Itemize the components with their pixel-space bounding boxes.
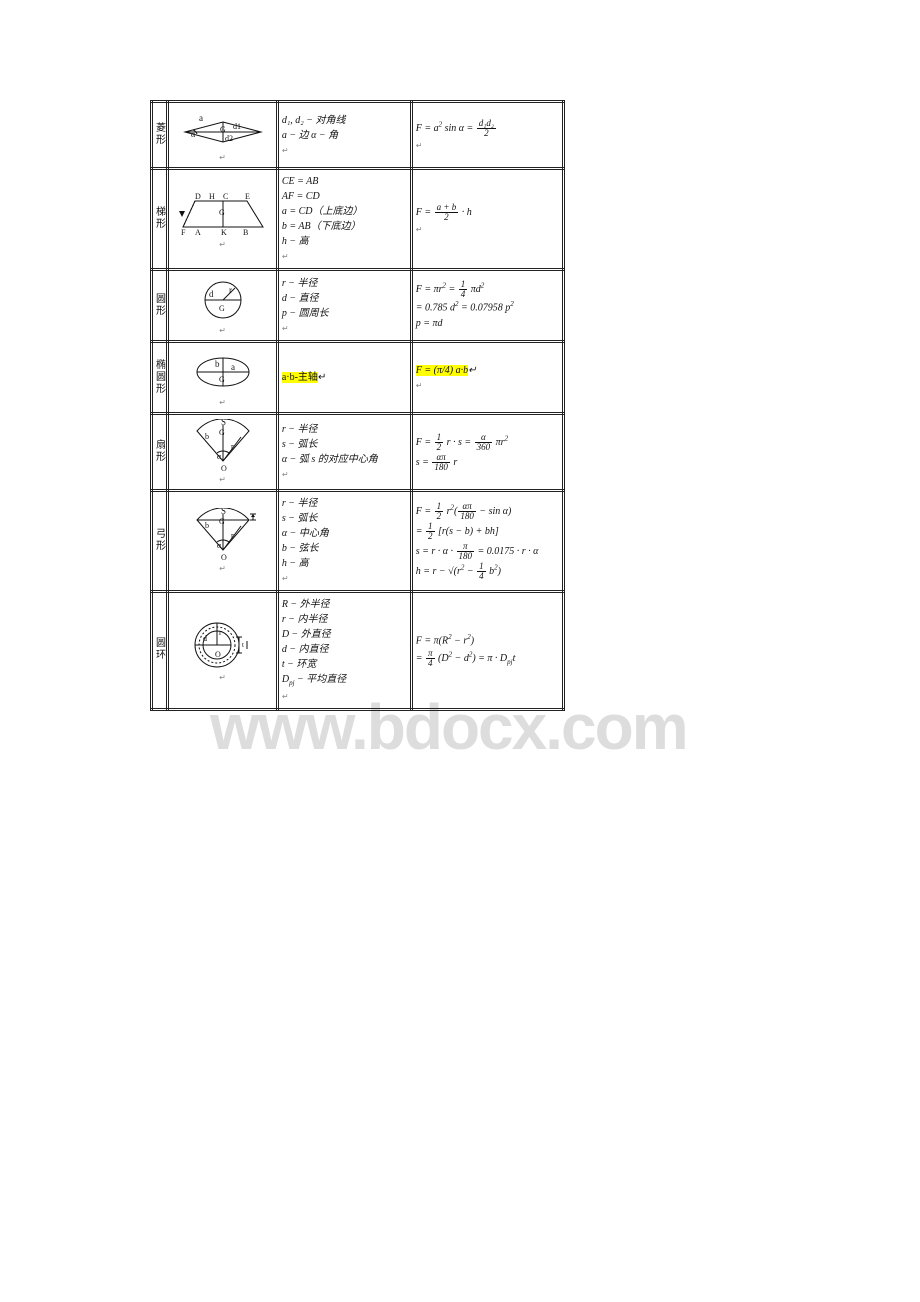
figure-svg: d r Ot [175, 617, 271, 672]
figure-svg: DHC E FA K B G [175, 189, 271, 239]
svg-text:r: r [219, 628, 222, 637]
shape-name: 梯形 [152, 169, 168, 270]
shape-name: 圆形 [152, 270, 168, 342]
shape-figure: drOt↵ [168, 592, 278, 710]
svg-text:t: t [242, 641, 244, 649]
svg-text:r: r [229, 285, 232, 295]
svg-text:b: b [205, 432, 209, 441]
shape-formula: F = πr2 = 14 πd2= 0.785 d2 = 0.07958 p2p… [411, 270, 563, 342]
svg-text:G: G [219, 428, 225, 437]
shape-description: r − 半径d − 直径p − 圆周长↵ [277, 270, 411, 342]
figure-svg: aGd1d2α [175, 107, 271, 152]
shape-name: 椭圆形 [152, 342, 168, 414]
figure-svg: d rG [175, 275, 271, 325]
svg-text:H: H [209, 192, 215, 201]
shape-description: CE = ABAF = CDa = CD（上底边）b = AB（下底边）h − … [277, 169, 411, 270]
svg-text:F: F [181, 228, 186, 237]
svg-text:a: a [231, 362, 235, 372]
svg-text:r: r [231, 442, 234, 451]
shape-description: R − 外半径r − 内半径D − 外直径d − 内直径t − 环宽Dpj − … [277, 592, 411, 710]
svg-text:S: S [221, 419, 226, 427]
shape-name: 扇形 [152, 414, 168, 491]
svg-text:d: d [203, 634, 207, 643]
svg-text:O: O [215, 650, 221, 659]
svg-text:G: G [220, 125, 226, 134]
table-row: 圆环drOt↵R − 外半径r − 内半径D − 外直径d − 内直径t − 环… [152, 592, 564, 710]
shape-figure: SbGrαO↵ [168, 414, 278, 491]
svg-text:G: G [219, 375, 225, 384]
table-row: 圆形drG↵r − 半径d − 直径p − 圆周长↵F = πr2 = 14 π… [152, 270, 564, 342]
svg-text:G: G [219, 517, 225, 526]
svg-text:G: G [219, 304, 225, 313]
shape-figure: baG↵ [168, 342, 278, 414]
shape-name: 菱形 [152, 102, 168, 169]
figure-svg: b aG [175, 347, 271, 397]
shape-formula: F = (π/4) a·b↵↵ [411, 342, 563, 414]
shape-figure: DHCEFAKBG↵ [168, 169, 278, 270]
shape-description: a·b-主轴↵ [277, 342, 411, 414]
svg-text:G: G [219, 208, 225, 217]
svg-text:S: S [221, 508, 226, 516]
svg-text:D: D [195, 192, 201, 201]
table-row: 扇形SbGrαO↵r − 半径s − 弧长α − 弧 s 的对应中心角↵F = … [152, 414, 564, 491]
table-row: 梯形DHCEFAKBG↵CE = ABAF = CDa = CD（上底边）b =… [152, 169, 564, 270]
table-row: 椭圆形baG↵a·b-主轴↵F = (π/4) a·b↵↵ [152, 342, 564, 414]
svg-text:A: A [195, 228, 201, 237]
table-row: 菱形aGd1d2α↵d₁, d₂ − 对角线a − 边 α − 角↵F = a2… [152, 102, 564, 169]
svg-text:B: B [243, 228, 248, 237]
shape-formula: F = a2 sin α = d₁d₂2↵ [411, 102, 563, 169]
geometry-table: 菱形aGd1d2α↵d₁, d₂ − 对角线a − 边 α − 角↵F = a2… [150, 100, 565, 711]
svg-text:d2: d2 [225, 134, 233, 143]
shape-name: 弓形 [152, 491, 168, 592]
svg-text:O: O [221, 553, 227, 562]
svg-text:d: d [209, 289, 214, 299]
shape-description: d₁, d₂ − 对角线a − 边 α − 角↵ [277, 102, 411, 169]
svg-text:b: b [205, 521, 209, 530]
table-row: 弓形SbGrαO↵r − 半径s − 弧长α − 中心角b − 弦长h − 高↵… [152, 491, 564, 592]
shape-formula: F = 12 r2(απ180 − sin α)= 12 [r(s − b) +… [411, 491, 563, 592]
shape-formula: F = a + b2 · h↵ [411, 169, 563, 270]
figure-svg: SbGrαO [175, 508, 271, 563]
shape-description: r − 半径s − 弧长α − 中心角b − 弦长h − 高↵ [277, 491, 411, 592]
svg-text:d1: d1 [233, 122, 241, 131]
figure-svg: SbGrαO [175, 419, 271, 474]
svg-text:C: C [223, 192, 228, 201]
svg-text:O: O [221, 464, 227, 473]
shape-description: r − 半径s − 弧长α − 弧 s 的对应中心角↵ [277, 414, 411, 491]
svg-text:K: K [221, 228, 227, 237]
svg-text:a: a [199, 113, 203, 123]
svg-text:b: b [215, 359, 220, 369]
shape-figure: drG↵ [168, 270, 278, 342]
svg-text:r: r [231, 531, 234, 540]
shape-formula: F = π(R2 − r2)= π4 (D2 − d2) = π · Dpjt [411, 592, 563, 710]
shape-figure: aGd1d2α↵ [168, 102, 278, 169]
shape-name: 圆环 [152, 592, 168, 710]
shape-formula: F = 12 r · s = α360 πr2s = απ180 r [411, 414, 563, 491]
shape-figure: SbGrαO↵ [168, 491, 278, 592]
svg-text:E: E [245, 192, 250, 201]
